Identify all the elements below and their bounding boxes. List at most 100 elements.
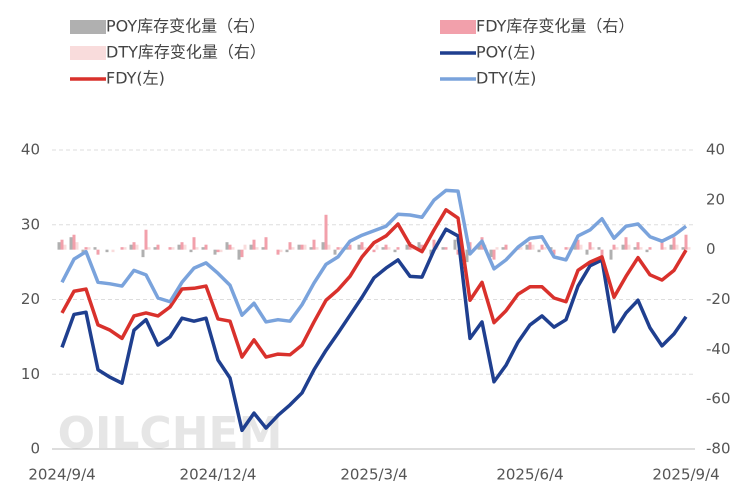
legend-label: FDY(左) (106, 69, 165, 88)
bar (432, 239, 436, 250)
bar (276, 249, 280, 255)
bar (501, 247, 505, 250)
bar (87, 247, 91, 250)
bar (96, 249, 100, 255)
bar (564, 247, 568, 250)
bar (336, 247, 340, 250)
bar (168, 247, 172, 250)
bar (393, 249, 397, 253)
bar (573, 242, 577, 250)
legend-label: POY库存变化量（右） (106, 17, 265, 36)
bar (123, 247, 127, 250)
bar (333, 249, 337, 255)
bar (324, 214, 328, 250)
bar (315, 247, 319, 250)
bar (405, 244, 409, 250)
bar (201, 247, 205, 250)
bar (327, 244, 331, 250)
bar (156, 244, 160, 250)
bar (348, 244, 352, 250)
bar (579, 244, 583, 250)
bar (588, 242, 592, 250)
y2-tick-label: 40 (706, 141, 725, 159)
bar (477, 244, 481, 250)
bar (291, 247, 295, 250)
bar (684, 234, 688, 250)
bar (540, 244, 544, 250)
bar (303, 244, 307, 250)
bar (660, 239, 664, 250)
bar (216, 249, 220, 253)
bar (321, 242, 325, 250)
bar (612, 244, 616, 250)
bar (240, 249, 244, 258)
bar (69, 237, 73, 250)
legend-label: FDY库存变化量（右） (476, 17, 634, 36)
bar (60, 239, 64, 250)
bar (255, 247, 259, 250)
legend-label: POY(左) (476, 43, 536, 62)
bar (57, 242, 61, 250)
bar (645, 249, 649, 253)
bar (363, 247, 367, 250)
bar (591, 247, 595, 250)
bar (189, 249, 193, 253)
line (60, 227, 688, 433)
y-tick-label: 0 (30, 440, 40, 458)
bar (624, 237, 628, 250)
bar (456, 249, 460, 255)
bar (429, 249, 433, 255)
bar (687, 247, 691, 250)
legend-swatch (70, 20, 106, 34)
bar (633, 247, 637, 250)
legend-swatch (70, 46, 106, 60)
bar (417, 242, 421, 250)
bar (675, 244, 679, 250)
bar (285, 249, 289, 253)
bar (297, 244, 301, 250)
bar (225, 242, 229, 250)
bar (453, 239, 457, 250)
x-tick-label: 2025/3/4 (340, 466, 407, 484)
bar (345, 247, 349, 250)
x-tick-label: 2025/9/4 (652, 466, 719, 484)
bar (504, 244, 508, 250)
watermark: OILCHEM (58, 408, 283, 459)
bar (63, 244, 67, 250)
bar (237, 249, 241, 260)
bar (132, 242, 136, 250)
y2-tick-label: -20 (706, 290, 731, 308)
bar (141, 249, 145, 258)
bar (576, 239, 580, 250)
bar (213, 249, 217, 255)
bar (441, 247, 445, 250)
bar (261, 247, 265, 250)
bar (195, 247, 199, 250)
bar (264, 237, 268, 250)
bar (84, 247, 88, 250)
bar (171, 247, 175, 250)
bar (444, 247, 448, 250)
bar (93, 247, 97, 250)
y2-tick-label: 20 (706, 190, 725, 208)
bar (615, 247, 619, 250)
bar (531, 244, 535, 250)
bar (249, 244, 253, 250)
bar (372, 249, 376, 253)
bar (387, 247, 391, 250)
bar (72, 234, 76, 250)
y-tick-label: 20 (21, 290, 40, 308)
y-tick-label: 10 (21, 365, 40, 383)
bar (528, 242, 532, 250)
x-tick-label: 2024/12/4 (180, 466, 257, 484)
y-tick-label: 30 (21, 215, 40, 233)
bar (288, 242, 292, 250)
bar (639, 247, 643, 250)
bar (339, 247, 343, 250)
bar (549, 247, 553, 250)
bar (585, 249, 589, 255)
bar (129, 244, 133, 250)
bar (567, 247, 571, 250)
bar (360, 242, 364, 250)
